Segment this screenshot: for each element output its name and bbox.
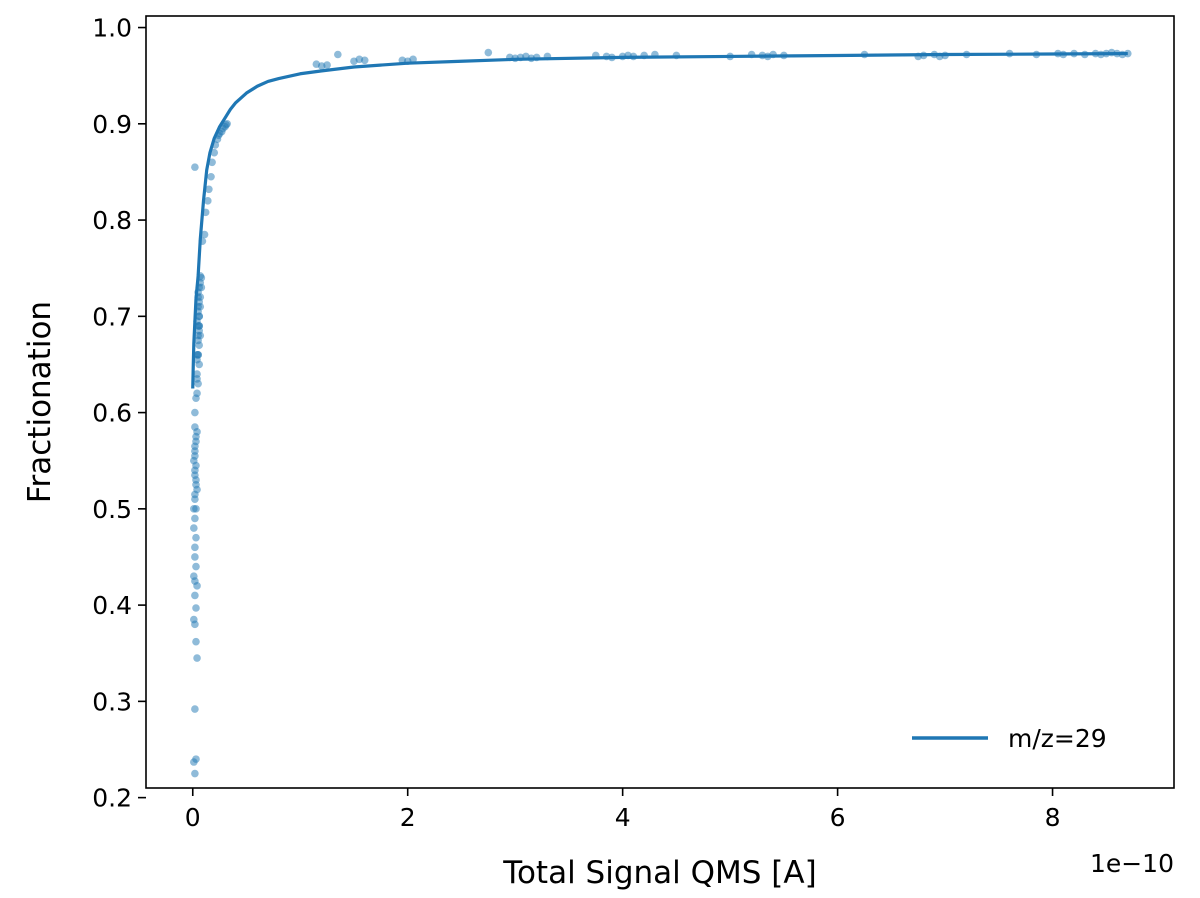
scatter-point bbox=[196, 293, 205, 301]
scatter-point bbox=[205, 185, 213, 194]
y-tick-label: 0.3 bbox=[92, 687, 132, 716]
scatter-point bbox=[195, 312, 203, 321]
scatter-point bbox=[191, 543, 199, 552]
y-tick-label: 0.5 bbox=[92, 495, 132, 524]
scatter-point bbox=[194, 331, 202, 340]
scatter-point bbox=[195, 322, 203, 330]
scatter-point bbox=[190, 505, 198, 513]
scatter-point bbox=[193, 375, 201, 383]
y-tick-label: 0.4 bbox=[92, 591, 132, 620]
scatter-point bbox=[192, 432, 200, 441]
scatter-point bbox=[190, 572, 198, 581]
plot-frame bbox=[145, 15, 1175, 789]
y-tick-label: 0.7 bbox=[92, 302, 132, 331]
scatter-point bbox=[192, 533, 200, 542]
scatter-point bbox=[191, 471, 199, 479]
x-tick-label: 2 bbox=[400, 803, 416, 832]
x-axis-label: Total Signal QMS [A] bbox=[502, 855, 816, 891]
scatter-point bbox=[191, 490, 199, 499]
scatter-point bbox=[409, 55, 417, 64]
scatter-point bbox=[334, 50, 342, 59]
x-axis-offset-label: 1e−10 bbox=[1090, 849, 1174, 878]
scatter-point bbox=[208, 158, 216, 167]
scatter-point bbox=[484, 48, 493, 57]
scatter-point bbox=[192, 461, 200, 470]
scatter-point bbox=[204, 197, 212, 205]
y-axis-label: Fractionation bbox=[22, 301, 58, 503]
x-axis-ticks: 0 2 4 6 8 bbox=[185, 788, 1061, 832]
y-tick-label: 0.6 bbox=[92, 399, 132, 428]
scatter-point bbox=[200, 230, 209, 239]
scatter-point bbox=[190, 615, 198, 624]
scatter-point bbox=[191, 591, 199, 600]
scatter-point bbox=[191, 423, 199, 431]
x-tick-label: 0 bbox=[185, 803, 201, 832]
y-tick-label: 0.8 bbox=[92, 206, 132, 235]
scatter-point bbox=[191, 553, 199, 561]
scatter-point bbox=[192, 604, 200, 612]
scatter-point bbox=[191, 769, 199, 778]
scatter-point bbox=[191, 408, 199, 417]
scatter-point bbox=[192, 562, 200, 571]
y-tick-label: 0.9 bbox=[92, 110, 132, 139]
scatter-point bbox=[323, 61, 331, 69]
scatter-point bbox=[191, 452, 199, 460]
scatter-point bbox=[193, 654, 201, 662]
legend-label: m/z=29 bbox=[1008, 724, 1107, 753]
x-tick-label: 4 bbox=[615, 803, 631, 832]
fit-line-layer bbox=[191, 51, 1128, 389]
scatter-point bbox=[197, 283, 206, 292]
scatter-point bbox=[210, 148, 219, 157]
x-tick-label: 8 bbox=[1045, 803, 1061, 832]
scatter-point bbox=[193, 389, 201, 398]
scatter-point bbox=[192, 480, 200, 489]
series-line-mz29 bbox=[191, 51, 1128, 389]
scatter-point bbox=[191, 514, 199, 523]
x-tick-label: 6 bbox=[830, 803, 846, 832]
y-axis-ticks: 0.2 0.3 0.4 0.5 0.6 0.7 0.8 0.9 1.0 bbox=[92, 14, 146, 813]
scatter-point bbox=[207, 172, 215, 181]
scatter-point bbox=[360, 56, 369, 65]
scatter-point bbox=[192, 637, 200, 646]
scatter-point bbox=[223, 120, 231, 128]
scatter-point bbox=[190, 758, 198, 766]
legend: m/z=29 bbox=[912, 724, 1107, 753]
y-tick-label: 1.0 bbox=[92, 14, 132, 43]
scatter-point bbox=[191, 705, 199, 713]
y-tick-label: 0.2 bbox=[92, 784, 132, 813]
scatter-point bbox=[191, 442, 199, 451]
scatter-point bbox=[191, 163, 199, 171]
scatter-point bbox=[190, 524, 198, 532]
